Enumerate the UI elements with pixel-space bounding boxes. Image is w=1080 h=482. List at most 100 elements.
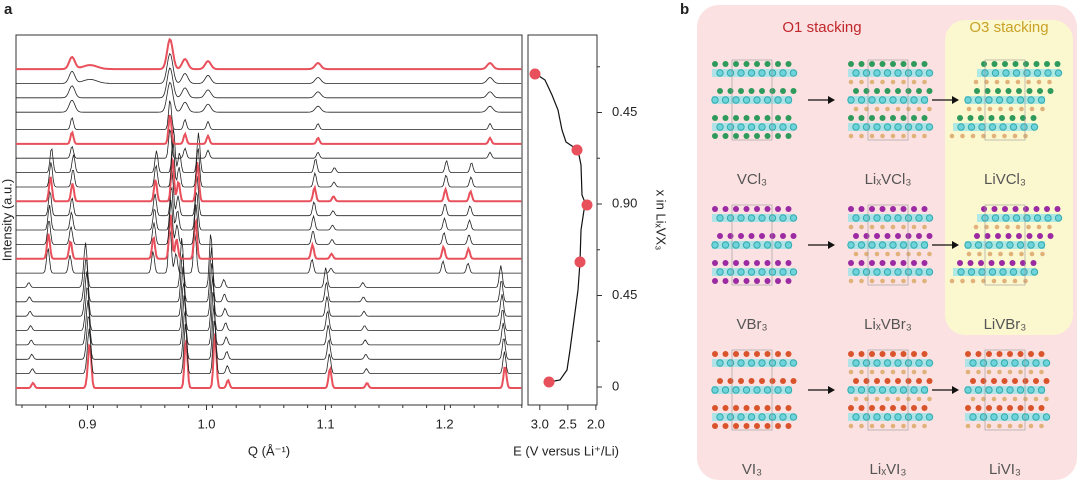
anion-atom	[1030, 115, 1037, 121]
v-atom	[1016, 386, 1025, 394]
li-atom	[906, 396, 911, 402]
anion-atom	[869, 115, 875, 121]
v-atom	[969, 359, 977, 367]
li-atom	[880, 224, 885, 230]
anion-atom	[733, 260, 739, 266]
anion-atom	[970, 378, 976, 384]
anion-atom	[712, 133, 718, 139]
li-atom	[1040, 251, 1045, 257]
anion-atom	[712, 405, 718, 411]
x-tick-label: 1.1	[317, 416, 335, 431]
v-atom	[862, 413, 871, 421]
anion-atom	[921, 351, 928, 357]
v-atom	[784, 96, 793, 104]
v-atom	[747, 214, 756, 222]
v-atom	[868, 386, 876, 394]
v-atom	[716, 69, 724, 77]
anion-atom	[1044, 61, 1050, 67]
v-atom	[758, 69, 766, 77]
v-atom	[789, 359, 798, 367]
li-atom	[859, 224, 864, 230]
v-atom	[964, 386, 972, 394]
anion-atom	[921, 206, 928, 212]
li-atom	[965, 423, 971, 429]
li-atom	[901, 369, 906, 375]
v-atom	[925, 214, 934, 222]
v-atom	[894, 268, 902, 276]
v-atom	[915, 268, 923, 276]
li-atom	[890, 79, 896, 85]
v-layer	[965, 96, 1045, 104]
x-axis-label: Q (Å⁻¹)	[248, 443, 290, 458]
v-atom	[732, 96, 740, 104]
v-atom	[868, 96, 876, 104]
li-atom	[880, 423, 885, 429]
anion-atom	[1047, 88, 1054, 94]
v-atom	[779, 359, 787, 367]
unit-cell	[867, 349, 909, 431]
anion-atom	[1012, 378, 1018, 384]
v-atom	[847, 241, 855, 249]
anion-atom	[712, 423, 718, 429]
anion-atom	[890, 61, 896, 67]
anion-atom	[905, 88, 912, 94]
v-atom	[1037, 386, 1046, 394]
anion-atom	[1007, 351, 1013, 357]
v-layer	[712, 96, 792, 104]
anion-atom	[869, 351, 875, 357]
li-atom	[859, 278, 864, 284]
li-atom	[997, 423, 1002, 429]
v-atom	[789, 69, 798, 77]
anion-atom	[965, 351, 971, 357]
li-atom	[848, 423, 854, 429]
anion-atom	[717, 233, 723, 239]
v-atom	[1027, 96, 1035, 104]
anion-atom	[722, 115, 729, 121]
v-atom	[784, 386, 793, 394]
li-atom	[1012, 278, 1018, 284]
anion-atom	[1033, 206, 1040, 212]
anion-atom	[858, 260, 865, 266]
li-atom	[1036, 79, 1042, 85]
v-atom	[737, 69, 745, 77]
v-atom	[726, 268, 735, 276]
anion-atom	[754, 405, 760, 411]
anion-atom	[921, 260, 928, 266]
v-atom	[878, 241, 887, 249]
anion-atom	[957, 260, 963, 266]
v-atom	[742, 96, 751, 104]
anion-atom	[790, 88, 797, 94]
anion-atom	[775, 206, 781, 212]
v-atom	[899, 241, 908, 249]
pattern-curve	[16, 304, 522, 360]
anion-atom	[967, 260, 974, 266]
anion-atom	[858, 115, 865, 121]
li-atom	[874, 396, 880, 402]
anion-atom	[764, 405, 771, 411]
compound-label: VCl₃	[737, 171, 767, 188]
pattern-curve	[16, 229, 522, 274]
v-atom	[889, 386, 897, 394]
anion-atom	[1020, 115, 1026, 121]
v-atom	[753, 386, 761, 394]
anion-atom	[1030, 260, 1037, 266]
li-atom	[986, 369, 992, 375]
anion-atom	[1043, 378, 1050, 384]
v-atom	[904, 123, 913, 131]
li-atom	[922, 423, 927, 429]
anion-atom	[884, 88, 891, 94]
v-atom	[904, 69, 913, 77]
v-atom	[789, 123, 798, 131]
v-atom	[768, 214, 777, 222]
pattern-curve	[16, 67, 522, 99]
li-atom	[874, 106, 880, 112]
anion-atom	[900, 206, 907, 212]
li-atom	[869, 79, 875, 85]
v-atom	[894, 214, 902, 222]
anion-atom	[858, 351, 865, 357]
anion-atom	[921, 405, 928, 411]
li-atom	[890, 278, 896, 284]
anion-atom	[733, 351, 739, 357]
x-tick-label: 1.0	[197, 416, 215, 431]
v-atom	[726, 69, 735, 77]
